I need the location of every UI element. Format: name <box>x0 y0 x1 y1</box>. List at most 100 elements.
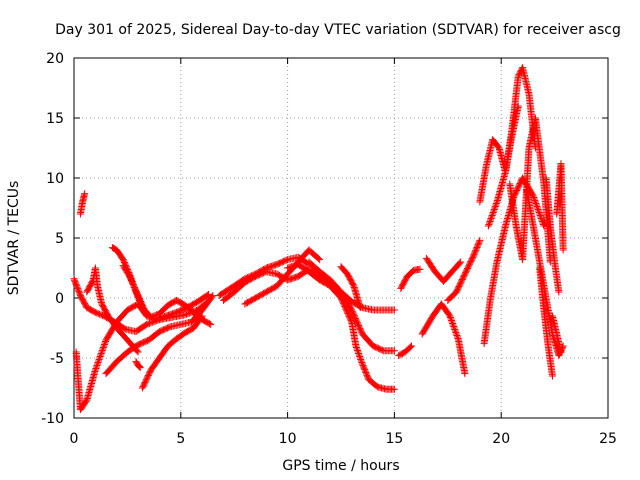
data-point <box>364 373 372 381</box>
y-tick-label: -10 <box>41 411 64 427</box>
data-point <box>138 300 146 308</box>
data-point <box>390 385 398 393</box>
data-point <box>347 317 355 325</box>
data-point <box>363 371 371 379</box>
data-point <box>355 350 363 357</box>
x-axis-title: GPS time / hours <box>282 458 399 474</box>
data-point <box>535 207 543 215</box>
data-point <box>473 243 481 251</box>
x-tick-label: 25 <box>599 431 617 447</box>
data-point <box>487 215 495 222</box>
series-trace-j <box>215 253 313 300</box>
data-point <box>98 348 106 356</box>
data-points <box>70 64 567 414</box>
data-point <box>476 236 484 244</box>
data-point <box>100 341 108 348</box>
data-point <box>472 245 480 253</box>
data-point <box>536 210 544 218</box>
data-point <box>447 315 455 323</box>
data-point <box>475 238 483 246</box>
data-point <box>134 348 142 356</box>
data-point <box>134 292 142 300</box>
y-axis-title: SDTVAR / TECUs <box>6 181 22 296</box>
data-point <box>406 343 414 351</box>
data-point <box>96 354 104 362</box>
series-trace-s <box>418 300 469 378</box>
data-point <box>535 209 543 216</box>
data-point <box>135 294 143 302</box>
data-point <box>120 257 128 265</box>
data-point <box>356 304 364 312</box>
data-point <box>356 353 364 360</box>
data-point <box>491 204 499 212</box>
series-trace-ad <box>548 312 565 356</box>
x-tick-label: 15 <box>385 431 403 447</box>
data-point <box>531 197 539 204</box>
data-point <box>97 311 105 319</box>
data-point <box>97 351 105 359</box>
data-point <box>475 239 483 247</box>
data-point <box>539 221 547 228</box>
data-point <box>492 201 500 209</box>
data-point <box>81 190 89 198</box>
data-point <box>153 311 161 319</box>
data-point <box>150 312 158 320</box>
data-point <box>469 252 477 260</box>
data-point <box>452 330 460 338</box>
data-point <box>362 369 370 377</box>
data-point <box>449 320 457 327</box>
data-point <box>101 339 109 347</box>
data-point <box>352 342 360 350</box>
data-point <box>532 200 540 207</box>
data-point <box>488 213 496 221</box>
data-point <box>454 335 462 342</box>
data-point <box>451 327 459 335</box>
data-point <box>450 323 458 330</box>
data-point <box>94 359 102 366</box>
data-point <box>92 363 100 371</box>
series-trace-c <box>76 190 89 218</box>
data-point <box>136 364 144 372</box>
series-trace-ac <box>553 160 567 254</box>
data-point <box>537 215 545 222</box>
data-point <box>91 308 99 316</box>
data-point <box>355 351 363 359</box>
data-point <box>91 366 99 374</box>
data-point <box>486 218 494 225</box>
data-point <box>358 359 366 366</box>
data-point <box>205 320 213 328</box>
data-point <box>531 198 539 206</box>
series-trace-ab <box>542 174 563 296</box>
data-point <box>354 348 362 356</box>
series-trace-i <box>132 358 144 372</box>
data-point <box>357 356 365 363</box>
data-point <box>538 218 546 225</box>
data-point <box>209 292 217 300</box>
data-point <box>407 342 415 350</box>
data-point <box>144 320 152 328</box>
data-point <box>456 259 464 267</box>
data-point <box>487 216 495 224</box>
data-point <box>416 265 424 273</box>
series-trace-g <box>102 292 217 378</box>
data-point <box>448 317 456 324</box>
data-point <box>484 222 492 230</box>
data-point <box>137 297 145 305</box>
data-point <box>94 310 102 318</box>
data-point <box>450 324 458 332</box>
data-point <box>362 370 370 378</box>
data-point <box>446 314 454 321</box>
data-point <box>354 347 362 354</box>
y-tick-label: -5 <box>50 351 64 367</box>
data-point <box>282 256 290 264</box>
data-point <box>93 309 101 317</box>
data-point <box>145 319 153 327</box>
data-point <box>314 255 322 263</box>
data-point <box>198 312 206 320</box>
data-point <box>143 320 151 328</box>
data-point <box>360 363 368 371</box>
series-trace-p <box>337 263 364 312</box>
data-point <box>557 348 565 356</box>
data-point <box>452 329 460 336</box>
series-trace-q <box>395 342 415 360</box>
